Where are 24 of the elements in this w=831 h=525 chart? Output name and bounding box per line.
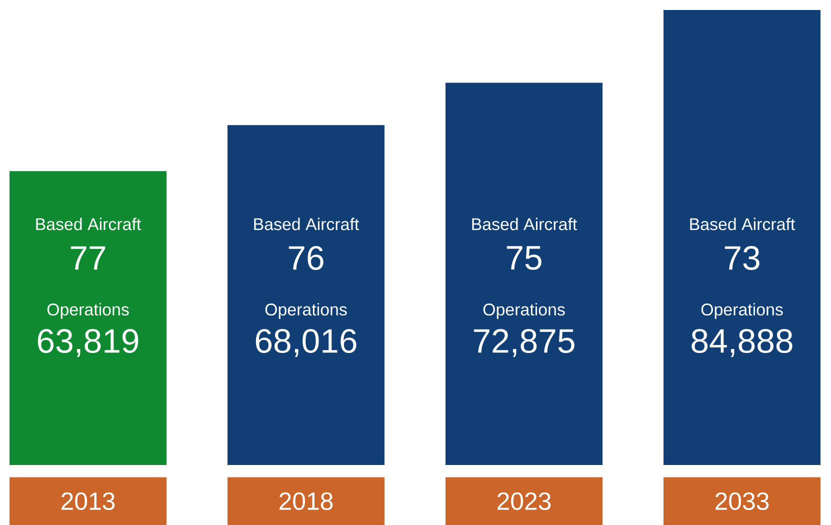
x-tick-label: 2023: [498, 492, 551, 510]
annotation: 68,016: [256, 329, 356, 357]
annotation: Based Aircraft: [472, 218, 578, 230]
annotation: 63,819: [38, 329, 138, 357]
annotation: Operations: [701, 303, 783, 319]
annotation: 73: [724, 246, 760, 270]
annotation: 72,875: [474, 329, 574, 357]
annotation: Operations: [47, 303, 129, 319]
bar: [228, 125, 385, 465]
annotation: Based Aircraft: [36, 218, 142, 230]
annotation: 76: [288, 246, 324, 270]
annotation: Based Aircraft: [254, 218, 360, 230]
x-tick-label: 2013: [62, 492, 115, 510]
annotation: Operations: [483, 303, 565, 319]
annotation: 77: [70, 246, 106, 270]
annotation: Operations: [265, 303, 347, 319]
annotation: 75: [506, 246, 542, 270]
bar: [446, 82, 603, 465]
x-tick-label: 2033: [716, 492, 769, 510]
x-tick-label: 2018: [280, 492, 333, 510]
annotation: 84,888: [692, 329, 792, 357]
annotation: Based Aircraft: [690, 218, 796, 230]
bar: [10, 171, 167, 465]
bar: [664, 10, 821, 465]
